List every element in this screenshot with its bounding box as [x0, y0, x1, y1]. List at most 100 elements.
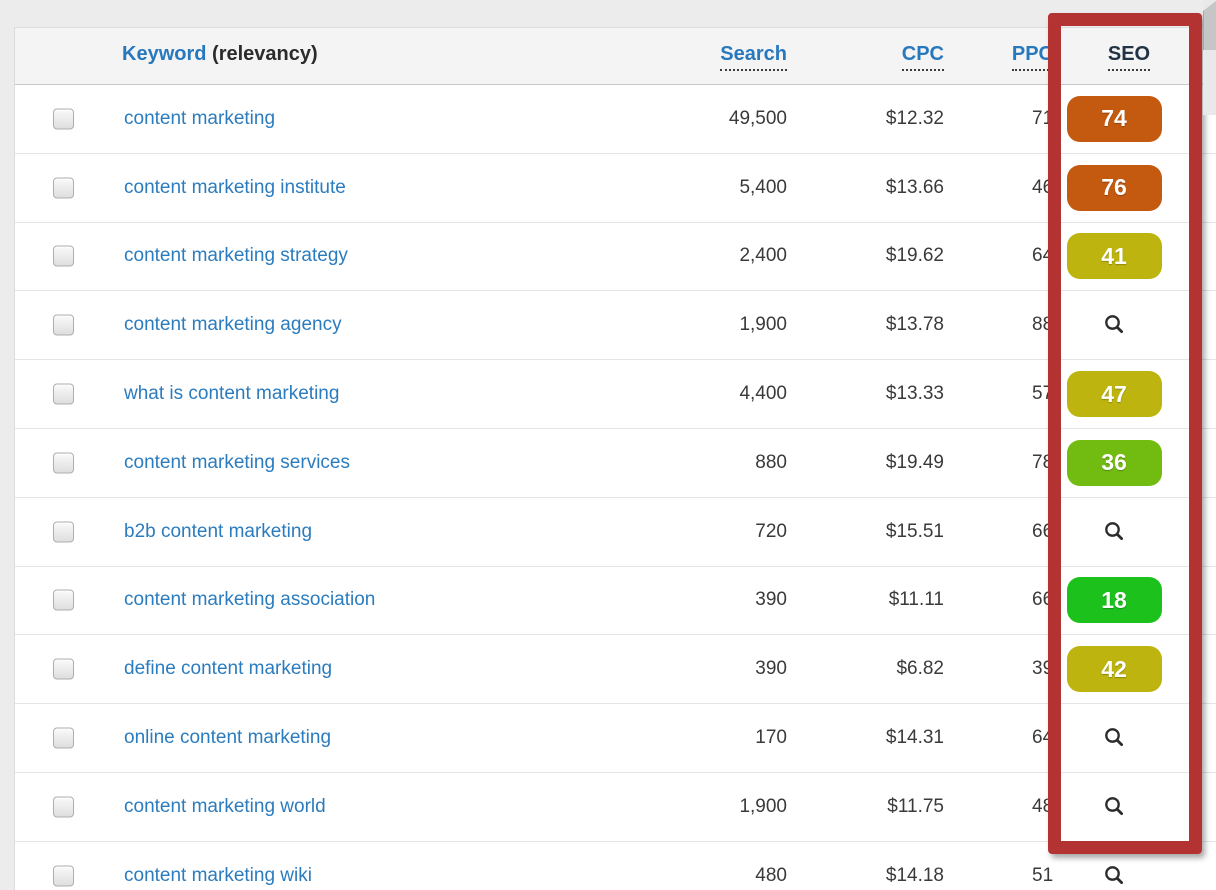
keyword-link[interactable]: content marketing agency: [124, 314, 342, 336]
ppc-difficulty-value: 51: [1032, 864, 1054, 886]
search-lookup-icon[interactable]: [1102, 313, 1126, 337]
scrollbar-thumb[interactable]: [1203, 1, 1216, 50]
cpc-value: $12.32: [885, 107, 944, 129]
keyword-link[interactable]: online content marketing: [124, 727, 332, 749]
keyword-link[interactable]: content marketing institute: [124, 176, 346, 198]
column-header-cpc[interactable]: CPC: [901, 43, 944, 71]
keyword-link[interactable]: content marketing association: [124, 589, 376, 611]
ppc-difficulty-value: 88: [1032, 314, 1054, 336]
table-row: content marketing 49,500 $12.32 71 74: [15, 85, 1216, 154]
ppc-difficulty-value: 66: [1032, 589, 1054, 611]
ppc-difficulty-value: 57: [1032, 383, 1054, 405]
keyword-link[interactable]: what is content marketing: [124, 383, 340, 405]
search-volume-value: 390: [755, 658, 787, 680]
seo-difficulty-badge[interactable]: 74: [1066, 95, 1162, 142]
table-row: content marketing wiki 480 $14.18 51: [15, 841, 1216, 890]
ppc-difficulty-value: 48: [1032, 795, 1054, 817]
seo-difficulty-cell: 36: [1019, 429, 1209, 497]
cpc-value: $6.82: [896, 658, 944, 680]
table-row: define content marketing 390 $6.82 39 42: [15, 635, 1216, 705]
row-checkbox[interactable]: [53, 452, 74, 474]
search-volume-value: 480: [755, 864, 787, 886]
search-lookup-icon[interactable]: [1102, 864, 1126, 888]
row-checkbox[interactable]: [53, 727, 74, 749]
ppc-header-label[interactable]: PPC: [1011, 43, 1053, 71]
keyword-link[interactable]: content marketing: [124, 107, 276, 129]
cpc-value: $14.18: [885, 864, 944, 886]
search-lookup-icon[interactable]: [1102, 795, 1126, 819]
row-checkbox[interactable]: [53, 383, 74, 405]
row-checkbox[interactable]: [53, 658, 74, 680]
seo-difficulty-cell: 41: [1019, 223, 1209, 291]
column-header-keyword[interactable]: Keyword (relevancy): [122, 43, 318, 66]
table-row: content marketing institute 5,400 $13.66…: [15, 153, 1216, 223]
table-row: content marketing world 1,900 $11.75 48: [15, 772, 1216, 842]
ppc-difficulty-value: 64: [1032, 727, 1054, 749]
table-body: content marketing 49,500 $12.32 71 74 co…: [15, 85, 1216, 890]
row-checkbox[interactable]: [53, 177, 74, 199]
seo-difficulty-cell: 47: [1019, 360, 1209, 428]
table-row: what is content marketing 4,400 $13.33 5…: [15, 360, 1216, 429]
cpc-value: $13.33: [885, 383, 944, 405]
ppc-difficulty-value: 64: [1032, 245, 1054, 267]
seo-difficulty-cell: [1019, 842, 1209, 890]
row-checkbox[interactable]: [53, 521, 74, 543]
table-row: content marketing agency 1,900 $13.78 88: [15, 291, 1216, 361]
seo-difficulty-badge[interactable]: 76: [1066, 164, 1162, 211]
ppc-difficulty-value: 66: [1032, 520, 1054, 542]
search-volume-value: 390: [755, 589, 787, 611]
search-lookup-icon[interactable]: [1102, 520, 1126, 544]
keyword-link[interactable]: content marketing world: [124, 795, 326, 817]
search-volume-value: 49,500: [728, 107, 787, 129]
search-volume-value: 5,400: [739, 176, 787, 198]
keyword-link[interactable]: define content marketing: [124, 658, 333, 680]
search-volume-value: 2,400: [739, 245, 787, 267]
ppc-difficulty-value: 46: [1032, 176, 1054, 198]
search-header-label[interactable]: Search: [720, 43, 787, 71]
column-header-search[interactable]: Search: [720, 43, 787, 71]
cpc-value: $11.11: [888, 589, 944, 611]
cpc-value: $13.66: [885, 176, 944, 198]
seo-difficulty-cell: [1019, 704, 1209, 772]
cpc-value: $19.49: [885, 451, 944, 473]
cpc-value: $13.78: [885, 314, 944, 336]
seo-difficulty-cell: [1019, 291, 1209, 359]
ppc-difficulty-value: 39: [1032, 658, 1054, 680]
seo-difficulty-cell: [1019, 773, 1209, 841]
seo-difficulty-cell: 18: [1019, 567, 1209, 635]
search-lookup-icon[interactable]: [1102, 726, 1126, 750]
table-row: online content marketing 170 $14.31 64: [15, 704, 1216, 773]
seo-difficulty-cell: 76: [1019, 154, 1209, 222]
keyword-header-label[interactable]: Keyword: [122, 43, 207, 65]
seo-difficulty-cell: 74: [1019, 85, 1209, 153]
keyword-link[interactable]: b2b content marketing: [124, 520, 313, 542]
seo-header-label[interactable]: SEO: [1107, 43, 1151, 71]
cpc-value: $11.75: [887, 795, 944, 817]
table-row: content marketing strategy 2,400 $19.62 …: [15, 222, 1216, 292]
keyword-link[interactable]: content marketing strategy: [124, 245, 348, 267]
row-checkbox[interactable]: [53, 108, 74, 130]
keyword-link[interactable]: content marketing services: [124, 451, 350, 473]
row-checkbox[interactable]: [53, 314, 74, 336]
keyword-link[interactable]: content marketing wiki: [124, 864, 312, 886]
row-checkbox[interactable]: [53, 865, 74, 887]
seo-difficulty-badge[interactable]: 18: [1066, 577, 1162, 624]
column-header-seo[interactable]: SEO: [1084, 43, 1174, 71]
seo-difficulty-badge[interactable]: 42: [1066, 646, 1162, 693]
column-header-ppc[interactable]: PPC: [1011, 43, 1053, 71]
cpc-header-label[interactable]: CPC: [901, 43, 944, 71]
row-checkbox[interactable]: [53, 589, 74, 611]
row-checkbox[interactable]: [53, 245, 74, 267]
seo-difficulty-badge[interactable]: 41: [1066, 233, 1162, 280]
seo-difficulty-cell: [1019, 498, 1209, 566]
keyword-header-relevancy-label: (relevancy): [212, 43, 318, 65]
seo-difficulty-badge[interactable]: 47: [1066, 371, 1162, 418]
table-header: Keyword (relevancy) Search CPC PPC SEO: [15, 28, 1216, 85]
cpc-value: $15.51: [885, 520, 944, 542]
seo-difficulty-cell: 42: [1019, 635, 1209, 703]
table-row: content marketing association 390 $11.11…: [15, 566, 1216, 636]
seo-difficulty-badge[interactable]: 36: [1066, 439, 1162, 486]
row-checkbox[interactable]: [53, 796, 74, 818]
ppc-difficulty-value: 78: [1032, 451, 1054, 473]
keyword-table: Keyword (relevancy) Search CPC PPC SEO c…: [14, 27, 1216, 890]
